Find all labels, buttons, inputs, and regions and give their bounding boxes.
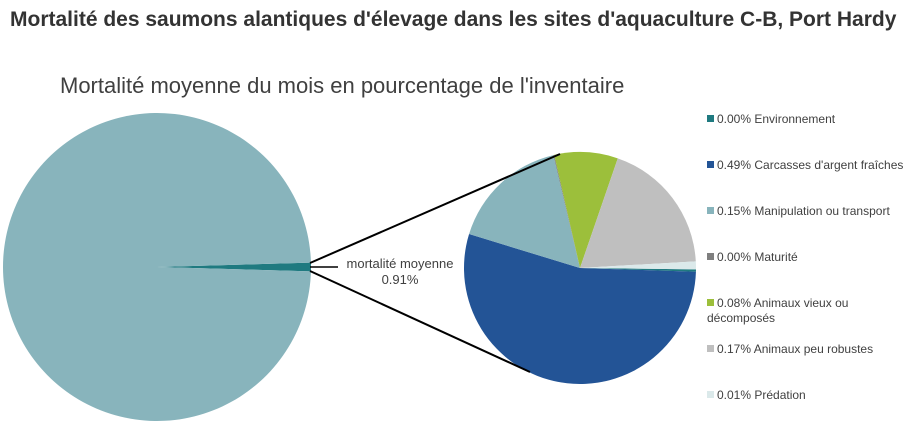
main-pie-label-name: mortalité moyenne — [346, 256, 454, 271]
legend-item: 0.17% Animaux peu robustes — [707, 342, 912, 357]
legend-swatch — [707, 391, 714, 398]
legend-item: 0.08% Animaux vieux ou décomposés — [707, 296, 912, 326]
connector-line-bottom — [309, 270, 531, 373]
chart-title: Mortalité des saumons alantiques d'éleva… — [10, 8, 897, 31]
legend-swatch — [707, 299, 714, 306]
pie-slice-animaux-peu-robustes — [580, 158, 696, 268]
chart-subtitle: Mortalité moyenne du mois en pourcentage… — [60, 73, 625, 98]
main-pie-data-label: mortalité moyenne 0.91% — [335, 256, 465, 288]
legend-item: 0.01% Prédation — [707, 388, 912, 403]
legend-label: 0.00% Maturité — [717, 250, 798, 264]
main-pie-label-value: 0.91% — [381, 272, 419, 287]
connector-line-top — [309, 153, 561, 264]
pie-slice-maturit- — [553, 154, 580, 268]
pie-slice-manipulation-ou-transport — [469, 155, 580, 268]
pie-slice-autre — [2, 113, 311, 421]
pie-slice-carcasses-d-argent-fra-ches — [463, 234, 696, 384]
pie-slice-mortalit-moyenne — [157, 262, 311, 272]
legend-item: 0.00% Environnement — [707, 112, 912, 127]
legend-swatch — [707, 161, 714, 168]
pie-slice-pr-dation — [580, 261, 696, 270]
main-pie — [2, 113, 311, 421]
pie-slice-environnement — [580, 268, 696, 272]
legend-swatch — [707, 115, 714, 122]
legend-label: 0.08% Animaux vieux ou décomposés — [707, 296, 849, 325]
legend-label: 0.49% Carcasses d'argent fraîches — [717, 158, 904, 172]
legend-swatch — [707, 207, 714, 214]
legend-swatch — [707, 345, 714, 352]
legend-label: 0.17% Animaux peu robustes — [717, 342, 874, 356]
legend-item: 0.15% Manipulation ou transport — [707, 204, 912, 219]
legend-item: 0.49% Carcasses d'argent fraîches — [707, 158, 912, 173]
legend-label: 0.01% Prédation — [717, 388, 806, 402]
legend-label: 0.15% Manipulation ou transport — [717, 204, 890, 218]
legend-swatch — [707, 253, 714, 260]
legend-label: 0.00% Environnement — [717, 112, 836, 126]
breakdown-pie — [463, 151, 696, 384]
pie-slice-animaux-vieux-ou-d-compos-s — [554, 151, 618, 268]
legend-item: 0.00% Maturité — [707, 250, 912, 265]
